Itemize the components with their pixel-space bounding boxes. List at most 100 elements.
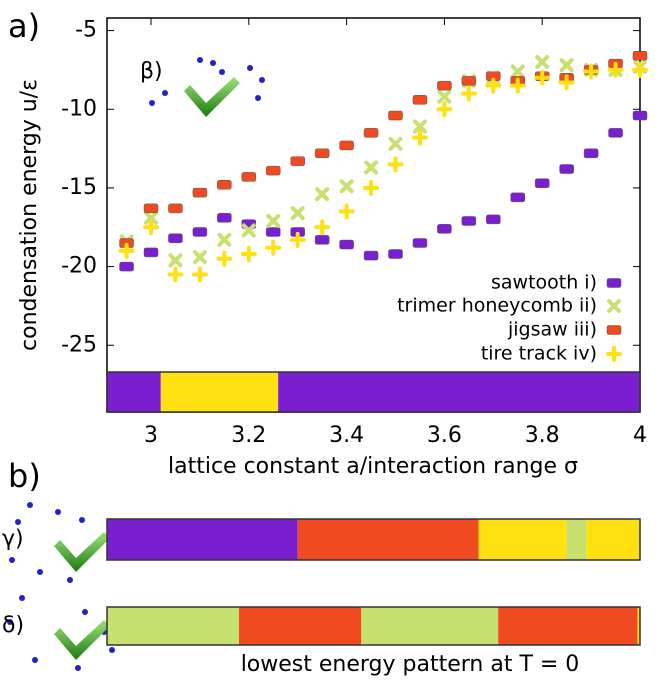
caption: lowest energy pattern at T = 0 [241,652,580,677]
molecule-icon [54,532,110,572]
x-tick-label: 3.2 [231,423,266,448]
strip-segment [637,607,640,645]
point [119,261,134,272]
point [412,119,427,134]
point [217,180,232,190]
strip-frame [106,606,641,646]
x-tick-label: 3 [144,423,158,448]
x-tick-label: 3.8 [525,423,560,448]
x-tick-label: 3.6 [427,423,462,448]
point [510,192,526,203]
point [314,235,330,245]
point [437,89,452,104]
point [364,160,379,175]
legend-marker [606,325,622,335]
point [534,178,550,188]
strip-segment [586,519,640,560]
point [315,187,330,202]
strip-segment [498,607,638,645]
y-axis-label: condensation energy u/ε [17,79,42,351]
strip-segment [107,372,161,412]
point [241,172,257,182]
point [608,128,623,138]
molecule-icon [184,77,240,117]
point [388,249,403,259]
point [534,69,551,86]
point [363,250,379,261]
point [265,239,282,256]
point [289,231,306,248]
point [290,206,305,221]
point [437,80,452,91]
x-axis-label: lattice constant a/interaction range σ [168,454,578,479]
point [388,110,403,121]
point [339,239,354,250]
strip-frame [106,518,641,561]
y-tick-label: -20 [61,254,97,279]
point [118,242,135,259]
y-tick-label: -15 [61,175,97,200]
y-tick-label: -5 [75,18,97,43]
legend-label: sawtooth i) [491,272,597,294]
point [143,203,159,214]
point [632,110,648,121]
panel-label: a) [8,7,40,45]
strip-label: γ) [2,527,24,552]
strip-segment [478,519,567,560]
point [168,203,183,214]
point [217,213,232,223]
point [314,148,330,159]
strip-segment [297,519,479,560]
inset-label: β) [140,59,163,84]
point [191,266,208,283]
point [192,250,207,265]
point [387,156,404,173]
point [266,227,281,237]
legend-label: trimer honeycomb ii) [397,295,597,317]
point [216,250,233,267]
point [363,128,379,138]
legend-label: tire track iv) [481,343,597,365]
legend-marker [607,299,621,313]
point [192,187,208,198]
strip-segment [160,372,279,412]
strip-frame [106,371,641,413]
point [168,233,183,244]
dots [7,57,265,671]
point [339,179,354,194]
legend-marker [606,346,622,362]
point [143,219,160,236]
icons [7,57,265,671]
point [144,210,159,225]
y-tick-label: -10 [61,96,97,121]
panel-label: b) [8,457,41,495]
strip-segment [107,607,240,645]
point [461,216,477,226]
point [266,213,281,228]
strip-segment [566,519,587,560]
point [266,165,281,176]
point [607,61,624,78]
point [436,101,453,118]
x-tick-label: 3.4 [329,423,364,448]
point [632,61,648,78]
point [460,85,477,102]
point [217,232,232,247]
point [339,140,354,151]
point [559,58,574,73]
point [338,203,355,220]
point [510,64,525,79]
strip-segment [107,519,298,560]
point [192,227,208,237]
point [437,224,452,234]
point [558,74,575,91]
point [314,219,331,236]
legend-label: jigsaw iii) [507,319,597,341]
point [559,164,574,174]
point [486,214,501,225]
point [632,51,648,61]
y-tick-label: -25 [61,332,97,357]
point [485,77,502,94]
point [388,136,403,151]
